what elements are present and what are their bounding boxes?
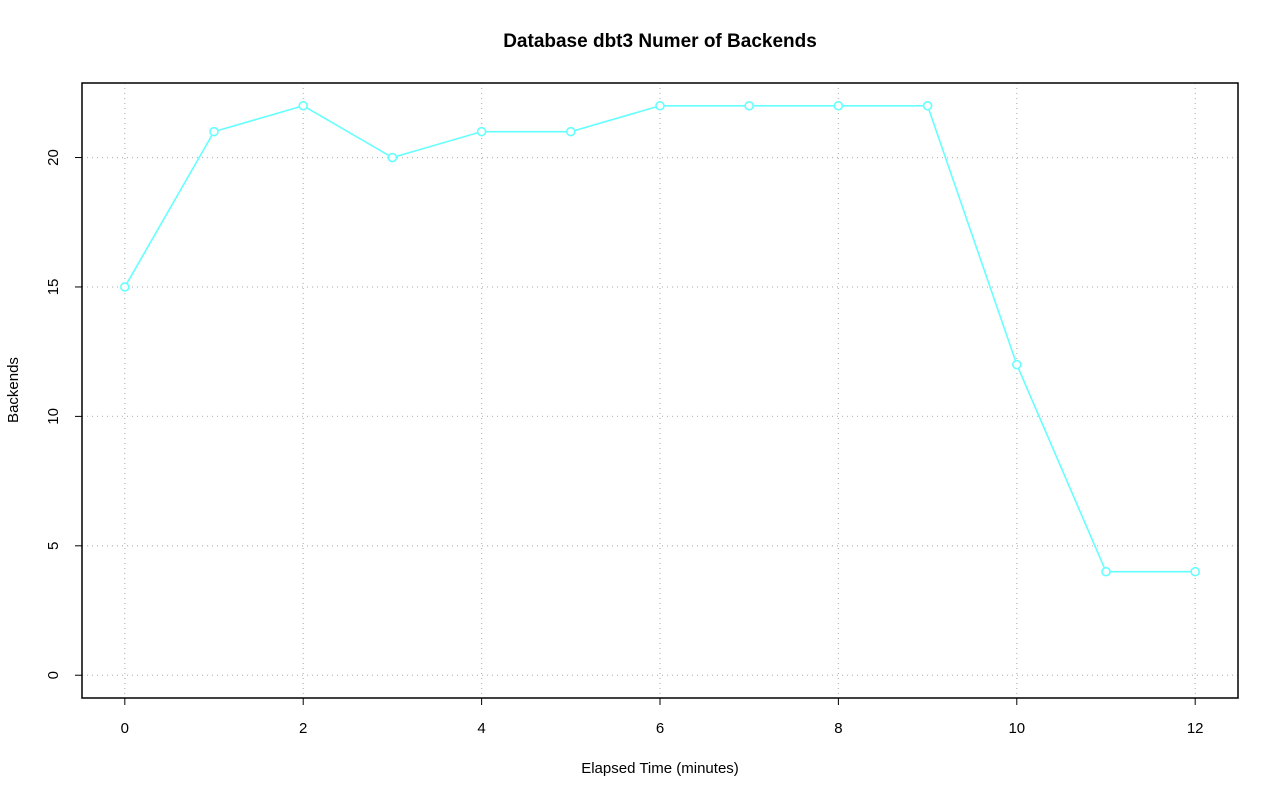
data-point — [1190, 566, 1200, 577]
x-tick-label: 12 — [1187, 720, 1204, 737]
y-tick-label: 15 — [45, 279, 62, 296]
x-tick-label: 4 — [477, 720, 485, 737]
chart-title: Database dbt3 Numer of Backends — [503, 31, 817, 52]
data-point — [566, 126, 576, 137]
data-point — [387, 152, 398, 163]
x-tick-label: 2 — [299, 720, 307, 737]
data-point — [209, 126, 219, 137]
data-point — [922, 100, 933, 111]
data-point — [1101, 566, 1111, 577]
x-tick-label: 10 — [1008, 720, 1025, 737]
y-tick-label: 20 — [45, 149, 62, 166]
plot-frame — [81, 82, 1239, 699]
x-axis-label: Elapsed Time (minutes) — [581, 760, 739, 777]
data-point — [298, 100, 309, 111]
x-tick-label: 6 — [656, 720, 664, 737]
data-point — [120, 282, 130, 292]
x-tick-label: 8 — [834, 720, 842, 737]
x-tick-label: 0 — [121, 720, 129, 737]
data-point — [476, 126, 487, 137]
data-point — [744, 100, 754, 111]
data-point — [1011, 359, 1022, 370]
y-tick-label: 10 — [45, 408, 62, 425]
data-point — [833, 100, 844, 111]
data-point — [655, 100, 665, 111]
y-tick-label: 0 — [45, 671, 62, 679]
y-axis-label: Backends — [5, 357, 22, 423]
y-tick-label: 5 — [45, 542, 62, 550]
